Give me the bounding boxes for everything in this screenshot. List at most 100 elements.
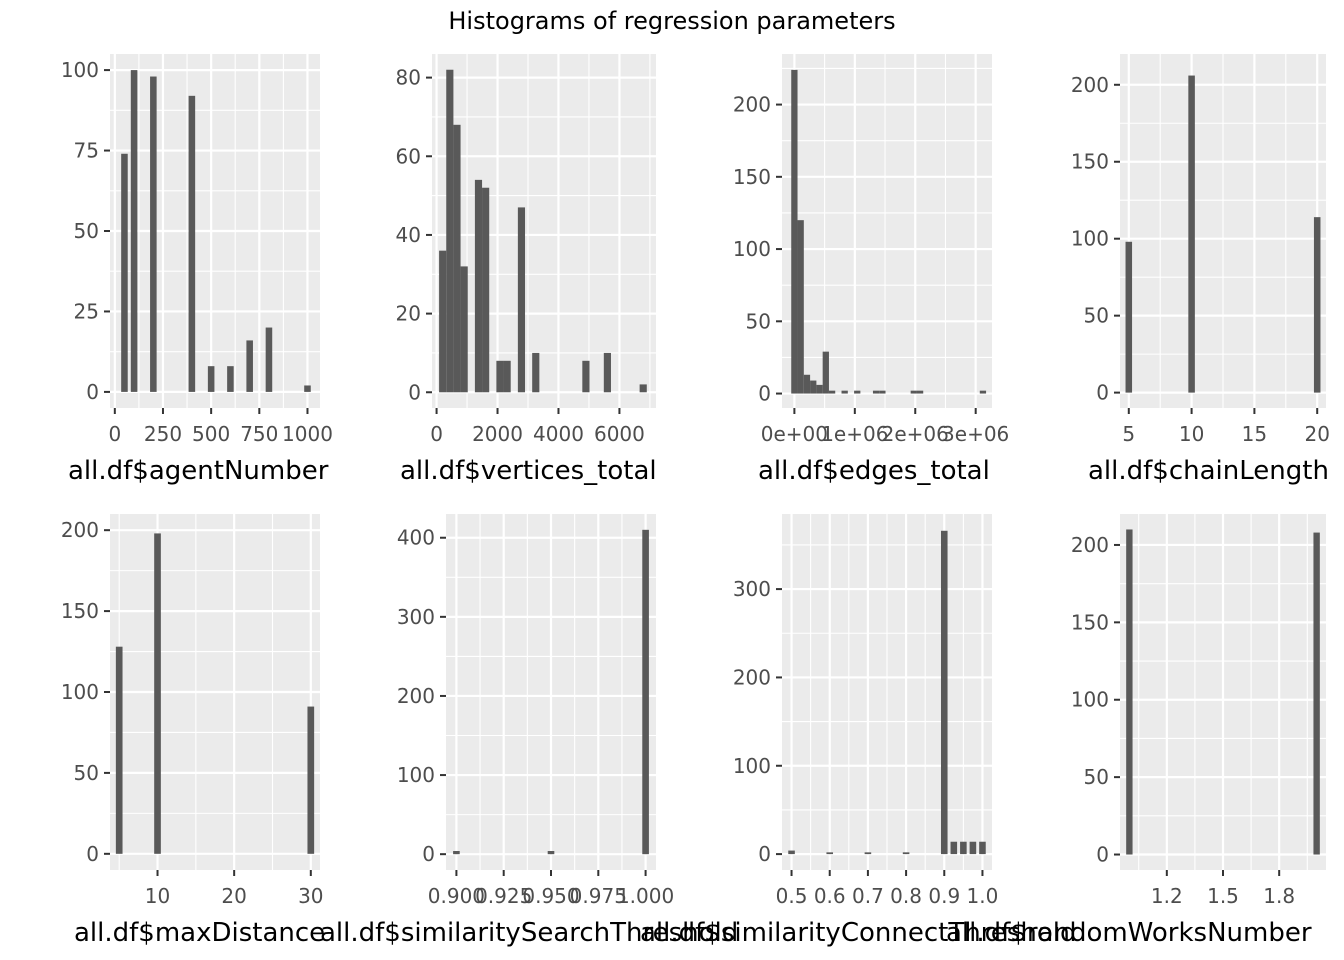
histogram-bar	[822, 351, 829, 394]
histogram-bar	[902, 852, 910, 855]
x-tick-label: 0e+00	[761, 422, 828, 446]
histogram-bar	[916, 390, 924, 394]
histogram-bar	[940, 530, 948, 855]
histogram-bar	[879, 390, 886, 394]
histogram-bar	[841, 390, 848, 394]
x-tick-label: 6000	[594, 422, 645, 446]
histogram-bar	[854, 390, 861, 394]
x-tick-label: 5	[1122, 422, 1135, 446]
histogram-bar	[1125, 241, 1133, 393]
histogram-bar	[828, 390, 836, 394]
x-tick-label: 0.9	[928, 884, 960, 908]
histogram-bar	[304, 385, 311, 392]
histogram-bar	[547, 851, 555, 855]
y-tick-label: 150	[1071, 610, 1109, 634]
histogram-bar	[791, 69, 798, 394]
x-tick-label: 0.900	[428, 884, 485, 908]
y-tick-label: 80	[396, 66, 421, 90]
y-tick-label: 100	[733, 237, 771, 261]
y-tick-label: 75	[74, 139, 99, 163]
y-tick-label: 150	[1071, 150, 1109, 174]
y-tick-label: 0	[408, 380, 421, 404]
histogram-bar	[150, 76, 157, 392]
x-tick-label: 0	[430, 422, 443, 446]
y-tick-label: 150	[733, 165, 771, 189]
x-tick-label: 250	[144, 422, 182, 446]
histogram-bar	[474, 179, 483, 393]
y-tick-label: 0	[758, 842, 771, 866]
y-tick-label: 20	[396, 302, 421, 326]
x-tick-label: 1.000	[617, 884, 674, 908]
y-tick-label: 0	[1096, 381, 1109, 405]
histogram-bar	[910, 390, 917, 394]
y-tick-label: 200	[1071, 73, 1109, 97]
x-axis-title: all.df$similarityConnectThreshold	[640, 918, 1076, 948]
y-tick-label: 0	[758, 382, 771, 406]
x-tick-label: 30	[298, 884, 323, 908]
histogram-bar	[453, 124, 461, 393]
y-tick-label: 100	[1071, 227, 1109, 251]
y-tick-label: 100	[1071, 688, 1109, 712]
y-tick-label: 200	[397, 684, 435, 708]
histogram-bar	[788, 850, 795, 855]
x-tick-label: 20	[221, 884, 246, 908]
histogram-bar	[1313, 217, 1321, 393]
y-tick-label: 40	[396, 223, 421, 247]
x-tick-label: 10	[145, 884, 170, 908]
y-tick-label: 300	[397, 605, 435, 629]
y-tick-label: 50	[74, 761, 99, 785]
histogram-bar	[265, 327, 273, 392]
histogram-panel-7: 0.5 0.6 0.7 0.8 0.9 1.0 0 100 200 300 all.df$simil…	[640, 514, 1076, 948]
x-tick-label: 0.925	[475, 884, 532, 908]
x-tick-label: 10	[1179, 422, 1204, 446]
y-tick-label: 50	[1084, 304, 1109, 328]
histogram-bar	[1126, 529, 1133, 855]
y-tick-label: 50	[1084, 765, 1109, 789]
x-tick-label: 1.0	[967, 884, 999, 908]
y-tick-label: 100	[733, 754, 771, 778]
histogram-bar	[496, 360, 504, 393]
histogram-bar	[797, 220, 804, 394]
x-axis-title: all.df$agentNumber	[68, 456, 329, 486]
histogram-bar	[816, 384, 823, 394]
histogram-bar	[207, 366, 215, 392]
histogram-panel-8: 1.2 1.5 1.8 0 50 100 150 200 all.df$randomWorksN…	[946, 514, 1326, 948]
panel-background	[782, 54, 992, 408]
x-tick-label: 0.8	[890, 884, 922, 908]
histogram-bar	[532, 352, 540, 393]
histogram-bar	[1188, 75, 1195, 393]
y-tick-label: 50	[746, 309, 771, 333]
histogram-bar	[121, 153, 128, 392]
histogram-bar	[872, 390, 880, 394]
y-tick-label: 200	[1071, 533, 1109, 557]
histogram-panel-2: 0 2000 4000 6000 0 20 40 60 80 all.df$vertices_to…	[396, 54, 657, 486]
histogram-bar	[969, 841, 977, 855]
x-tick-label: 3e+06	[942, 422, 1009, 446]
y-tick-label: 300	[733, 577, 771, 601]
histogram-bar	[439, 250, 447, 393]
histogram-bar	[639, 384, 647, 393]
histogram-bar	[482, 187, 490, 393]
x-axis-title: all.df$vertices_total	[400, 456, 657, 486]
x-tick-label: 500	[192, 422, 230, 446]
histogram-bar	[503, 360, 511, 393]
histogram-bar	[826, 852, 834, 855]
histogram-bar	[188, 95, 196, 392]
histogram-bar	[950, 841, 958, 855]
histogram-bar	[1313, 532, 1320, 855]
y-tick-label: 100	[61, 680, 99, 704]
histogram-bar	[979, 841, 986, 855]
histogram-bar	[460, 266, 468, 393]
x-tick-label: 20	[1304, 422, 1329, 446]
figure-title: Histograms of regression parameters	[448, 7, 895, 35]
x-axis-title: all.df$similaritySearchThreshold	[320, 918, 738, 948]
x-tick-label: 1.8	[1263, 884, 1295, 908]
y-tick-label: 0	[86, 842, 99, 866]
y-tick-label: 0	[86, 380, 99, 404]
x-tick-label: 0.975	[570, 884, 627, 908]
x-tick-label: 0	[108, 422, 121, 446]
x-tick-label: 0.6	[814, 884, 846, 908]
